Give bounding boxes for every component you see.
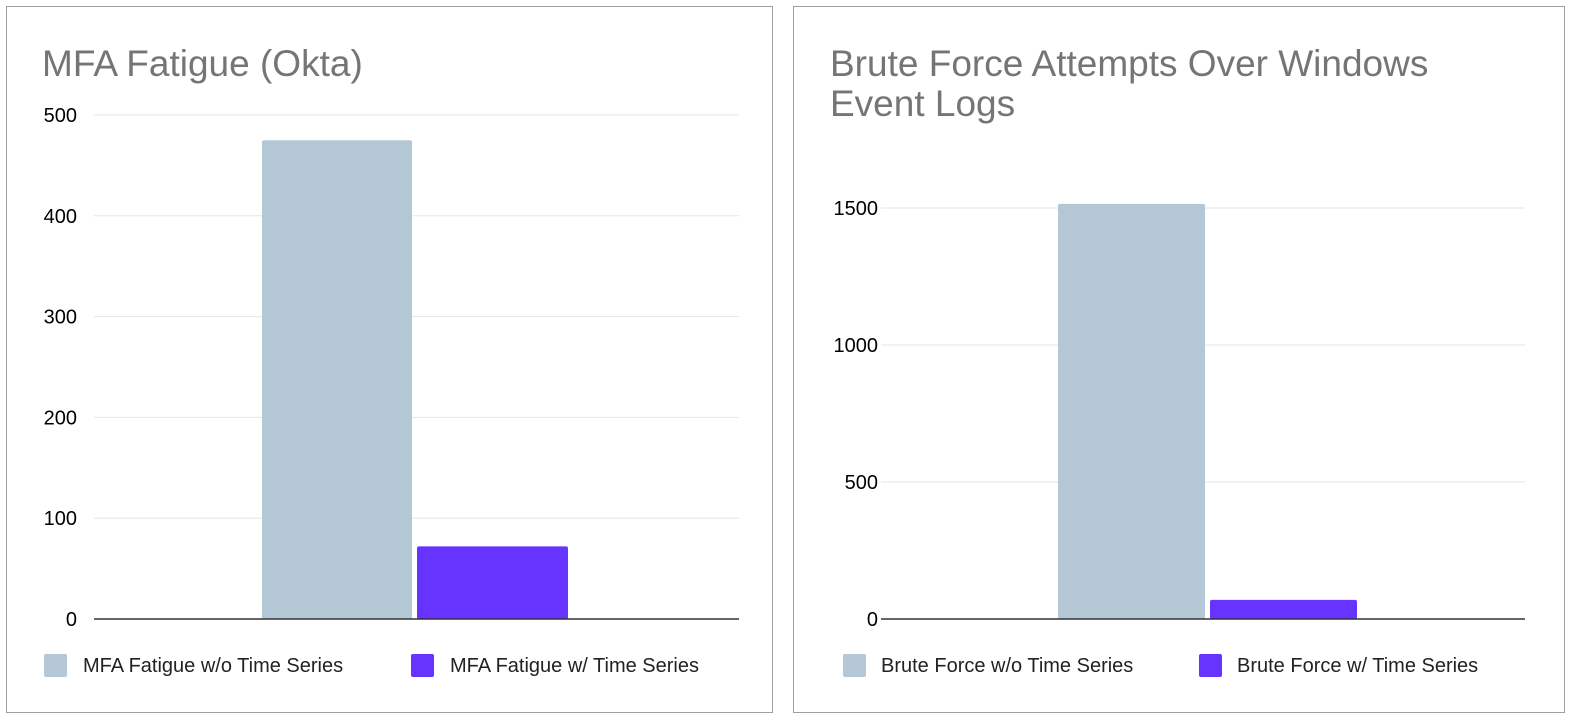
y-tick-label: 0 <box>66 609 77 631</box>
legend-label: MFA Fatigue w/o Time Series <box>83 655 343 677</box>
chart-title: MFA Fatigue (Okta) <box>42 43 363 84</box>
y-tick-label: 0 <box>867 609 878 631</box>
chart-title: Brute Force Attempts Over Windows Event … <box>830 43 1429 124</box>
legend-label: Brute Force w/o Time Series <box>881 655 1133 677</box>
y-tick-label: 100 <box>44 508 77 530</box>
chart-svg: 0 500 1000 1500 Brute Force w/o Time Series B… <box>834 198 1525 677</box>
legend-swatch <box>843 654 866 677</box>
legend-swatch <box>44 654 67 677</box>
legend-swatch <box>1199 654 1222 677</box>
legend-label: MFA Fatigue w/ Time Series <box>450 655 699 677</box>
bar <box>1210 599 1357 619</box>
y-tick-label: 500 <box>845 472 878 494</box>
bar <box>262 140 412 619</box>
y-tick-label: 1500 <box>834 198 879 220</box>
chart-panel-brute-force: Brute Force Attempts Over Windows Event … <box>793 6 1565 713</box>
y-tick-label: 1000 <box>834 335 879 357</box>
y-tick-label: 500 <box>44 105 77 127</box>
bar <box>417 546 568 619</box>
legend-label: Brute Force w/ Time Series <box>1237 655 1478 677</box>
y-tick-label: 300 <box>44 307 77 329</box>
y-tick-label: 200 <box>44 407 77 429</box>
chart-svg: 0 100 200 300 400 500 MFA Fatigue w/o Time Ser… <box>44 105 739 677</box>
chart-panel-mfa-fatigue: MFA Fatigue (Okta) 0 100 200 300 400 500 MFA F… <box>6 6 773 713</box>
y-tick-label: 400 <box>44 206 77 228</box>
bar <box>1058 203 1205 619</box>
legend-swatch <box>411 654 434 677</box>
